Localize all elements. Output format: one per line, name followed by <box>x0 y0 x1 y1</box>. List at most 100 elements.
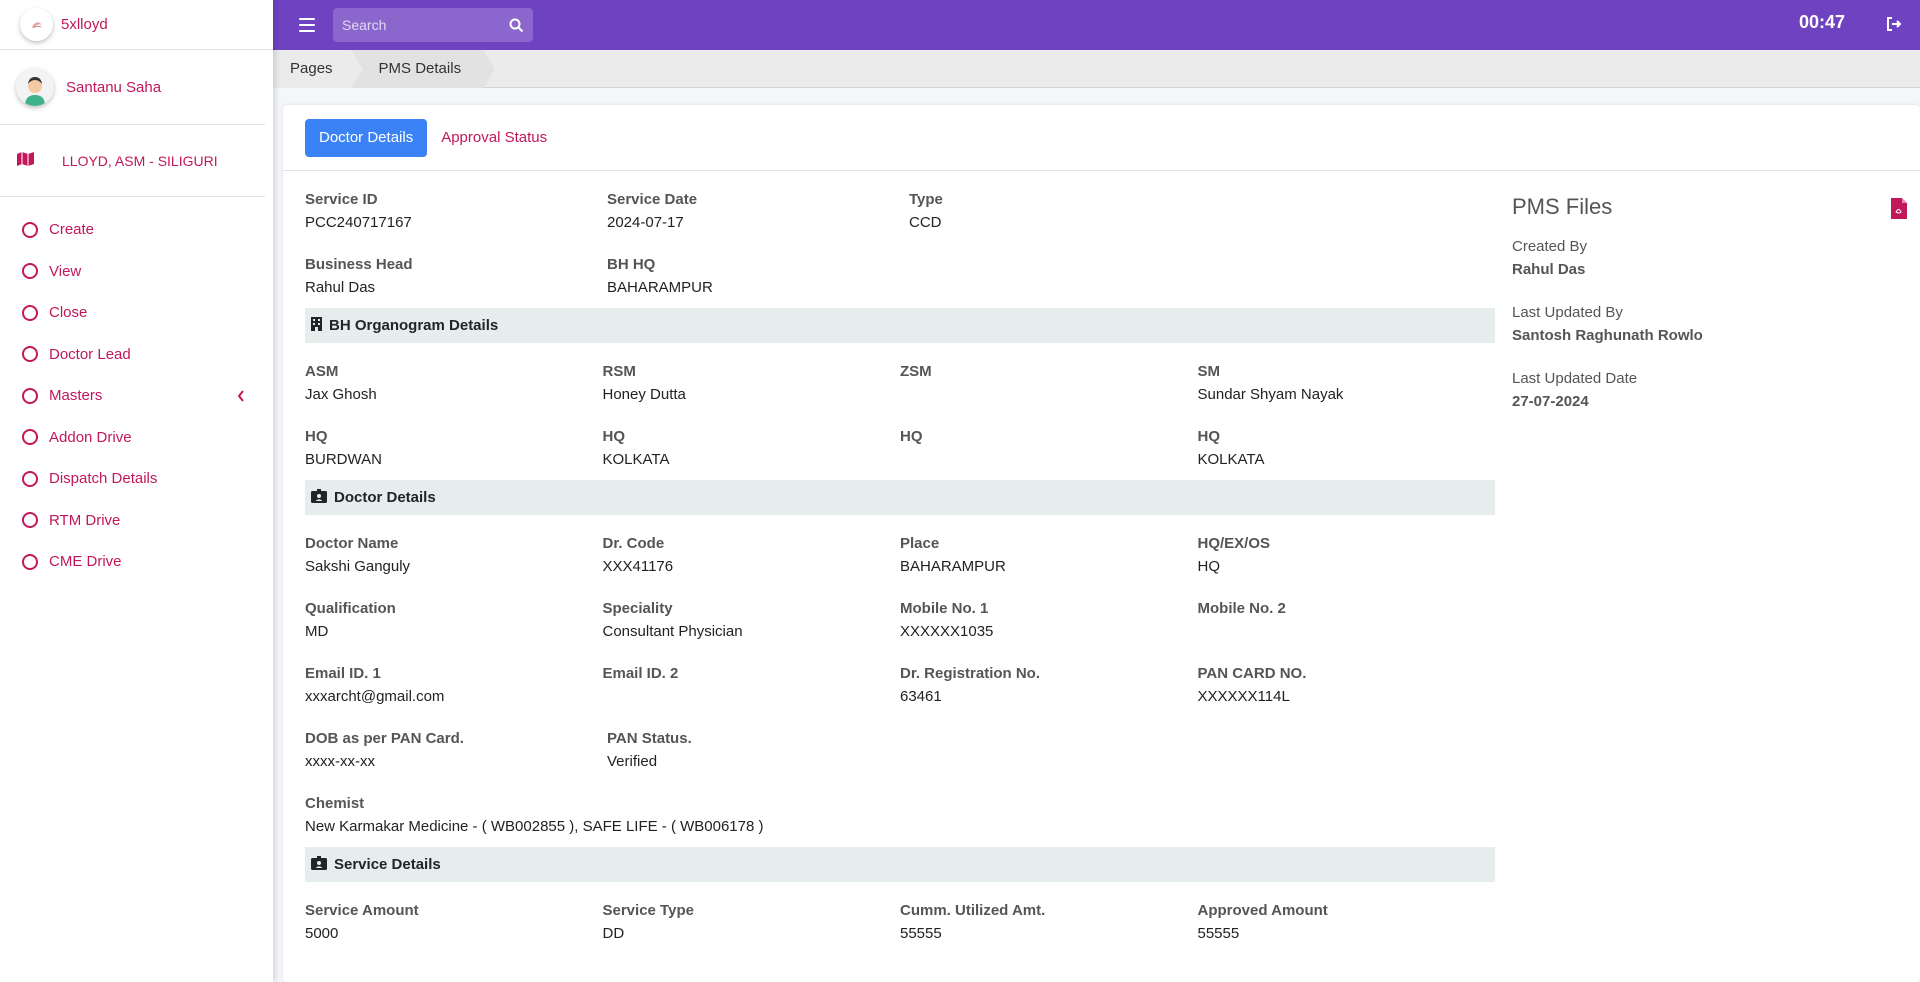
last-updated-by-label: Last Updated By <box>1512 304 1623 321</box>
mobile-1-value: XXXXXX1035 <box>900 623 994 640</box>
field-label: Service ID <box>305 191 378 208</box>
topbar: 00:47 <box>273 0 1920 50</box>
chemist-value: New Karmakar Medicine - ( WB002855 ), SA… <box>305 818 764 835</box>
search-input[interactable] <box>333 17 499 33</box>
breadcrumb-item-pms-details: PMS Details <box>350 49 496 88</box>
field-label: ZSM <box>900 363 932 380</box>
section-title: Doctor Details <box>334 489 436 506</box>
sidebar-item-view[interactable]: View <box>0 251 273 293</box>
sidebar-item-rtm-drive[interactable]: RTM Drive <box>0 500 273 542</box>
field-label: RSM <box>602 363 636 380</box>
chevron-left-icon[interactable] <box>237 389 245 406</box>
field-label: Business Head <box>305 256 413 273</box>
sidebar-item-cme-drive[interactable]: CME Drive <box>0 541 273 583</box>
sidebar-item-label: Doctor Lead <box>49 345 131 363</box>
brand[interactable]: 5xlloyd <box>0 0 273 50</box>
avatar <box>16 68 54 106</box>
role-panel: LLOYD, ASM - SILIGURI <box>0 125 265 197</box>
breadcrumb-label: Pages <box>290 60 333 77</box>
circle-icon <box>22 553 38 570</box>
rsm-hq-value: KOLKATA <box>602 451 670 468</box>
user-role: LLOYD, ASM - SILIGURI <box>62 152 218 169</box>
search-icon[interactable] <box>499 8 533 42</box>
pdf-file-icon[interactable] <box>1891 198 1907 223</box>
field-label: Approved Amount <box>1197 902 1328 919</box>
logout-icon[interactable] <box>1886 16 1902 36</box>
sidebar-nav: Create View Close Doctor Lead Masters Ad… <box>0 197 273 583</box>
sidebar-item-label: RTM Drive <box>49 511 121 529</box>
tab-doctor-details[interactable]: Doctor Details <box>305 118 428 157</box>
field-label: Dr. Code <box>602 535 665 552</box>
service-id-value: PCC240717167 <box>305 214 412 231</box>
circle-icon <box>22 263 38 280</box>
sidebar-item-label: CME Drive <box>49 553 122 571</box>
field-label: HQ <box>602 428 626 445</box>
pms-files-title: PMS Files <box>1512 194 1613 219</box>
field-label: Qualification <box>305 600 396 617</box>
sidebar-item-close[interactable]: Close <box>0 292 273 334</box>
sidebar-item-addon-drive[interactable]: Addon Drive <box>0 417 273 459</box>
field-label: Service Date <box>607 191 698 208</box>
field-label: HQ <box>1197 428 1221 445</box>
breadcrumb-item-pages[interactable]: Pages <box>273 49 363 88</box>
tab-approval-status[interactable]: Approval Status <box>441 129 548 146</box>
sidebar-item-label: Masters <box>49 387 103 405</box>
asm-value: Jax Ghosh <box>305 386 377 403</box>
card-tabs: Doctor Details Approval Status <box>283 105 1920 171</box>
doctor-row-5: Chemist New Karmakar Medicine - ( WB00285… <box>305 775 1495 840</box>
section-service-details: Service Details <box>305 847 1495 882</box>
field-label: Email ID. 1 <box>305 665 381 682</box>
circle-icon <box>22 304 38 321</box>
dob-value: xxxx-xx-xx <box>305 753 375 770</box>
asm-hq-value: BURDWAN <box>305 451 382 468</box>
place-value: BAHARAMPUR <box>900 558 1006 575</box>
service-row-1: Service ID PCC240717167 Service Date 2024-… <box>305 171 1495 236</box>
clock: 00:47 <box>1798 12 1845 32</box>
service-details-row: Service Amount 5000 Service Type DD Cumm. … <box>305 882 1495 947</box>
sidebar-item-dispatch-details[interactable]: Dispatch Details <box>0 458 273 500</box>
search-box <box>333 8 533 42</box>
pan-status-value: Verified <box>607 753 658 770</box>
cumm-utilized-value: 55555 <box>900 925 942 942</box>
field-label: Cumm. Utilized Amt. <box>900 902 1046 919</box>
field-label: Doctor Name <box>305 535 399 552</box>
id-badge-icon <box>311 488 334 507</box>
hq-ex-os-value: HQ <box>1197 558 1221 575</box>
map-icon <box>17 151 34 170</box>
registration-value: 63461 <box>900 688 942 705</box>
sidebar-item-create[interactable]: Create <box>0 209 273 251</box>
details-content: Service ID PCC240717167 Service Date 2024-… <box>305 171 1495 947</box>
sm-value: Sundar Shyam Nayak <box>1197 386 1344 403</box>
service-type-value: DD <box>602 925 625 942</box>
field-label: PAN Status. <box>607 730 692 747</box>
circle-icon <box>22 512 38 529</box>
created-by-value: Rahul Das <box>1512 261 1586 278</box>
pms-files-panel: PMS Files Created By Rahul Das Last Upda… <box>1512 171 1907 410</box>
building-icon <box>311 316 329 335</box>
user-panel[interactable]: Santanu Saha <box>0 50 265 125</box>
sidebar-item-masters[interactable]: Masters <box>0 375 273 417</box>
field-label: HQ <box>900 428 923 445</box>
email-1-value: xxxarcht@gmail.com <box>305 688 445 705</box>
doctor-row-3: Email ID. 1 xxxarcht@gmail.com Email ID. … <box>305 645 1495 710</box>
sm-hq-value: KOLKATA <box>1197 451 1265 468</box>
service-date-value: 2024-07-17 <box>607 214 684 231</box>
sidebar-item-doctor-lead[interactable]: Doctor Lead <box>0 334 273 376</box>
sidebar: 5xlloyd Santanu Saha LLOYD, ASM - SILIGU… <box>0 0 273 982</box>
created-by-label: Created By <box>1512 238 1588 255</box>
brand-logo-icon <box>20 8 53 41</box>
section-bh-organogram: BH Organogram Details <box>305 308 1495 343</box>
field-label: Type <box>909 191 943 208</box>
breadcrumb-label: PMS Details <box>378 60 462 77</box>
field-label: Mobile No. 1 <box>900 600 989 617</box>
organogram-row-2: HQ BURDWAN HQ KOLKATA HQ HQ KOLKATA <box>305 408 1495 473</box>
field-label: PAN CARD NO. <box>1197 665 1307 682</box>
hamburger-menu-icon[interactable] <box>299 18 315 32</box>
service-amount-value: 5000 <box>305 925 339 942</box>
pan-card-value: XXXXXX114L <box>1197 688 1290 705</box>
field-label: Chemist <box>305 795 365 812</box>
field-label: HQ/EX/OS <box>1197 535 1271 552</box>
id-badge-icon <box>311 855 334 874</box>
field-label: Speciality <box>602 600 673 617</box>
rsm-value: Honey Dutta <box>602 386 686 403</box>
